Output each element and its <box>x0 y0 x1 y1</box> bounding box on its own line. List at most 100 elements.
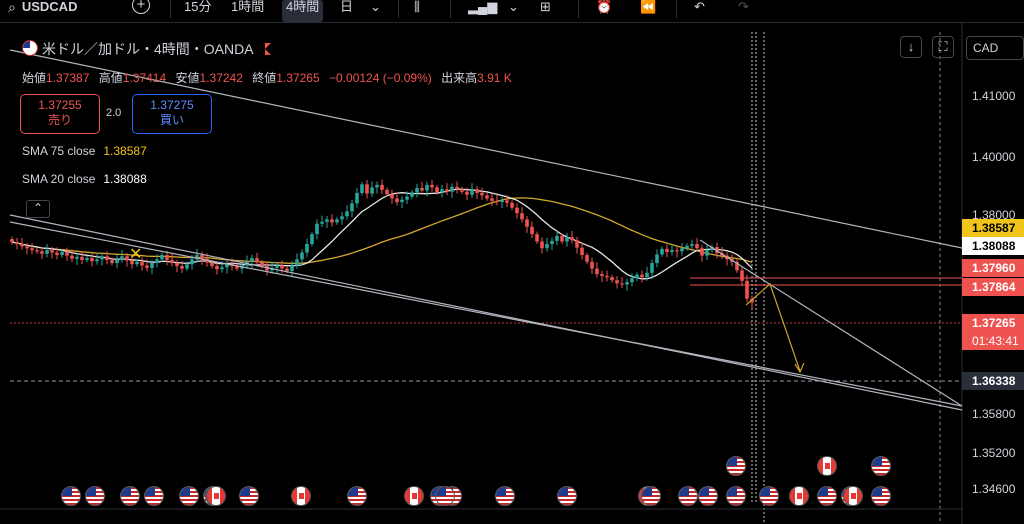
chevron-down-icon[interactable]: ⌄ <box>370 0 381 14</box>
candle-body <box>315 223 319 235</box>
buy-button[interactable]: 1.37275 買い <box>132 94 212 134</box>
us-event-flag-icon[interactable] <box>557 486 577 506</box>
us-event-flag-icon[interactable] <box>120 486 140 506</box>
fullscreen-button[interactable]: ⛶ <box>932 36 954 58</box>
candle-body <box>220 267 224 270</box>
us-event-flag-icon[interactable] <box>179 486 199 506</box>
candle-body <box>630 278 634 283</box>
us-event-flag-icon[interactable] <box>641 486 661 506</box>
change-value: −0.00124 (−0.09%) <box>329 71 432 85</box>
candle-body <box>140 261 144 266</box>
us-event-flag-icon[interactable] <box>817 486 837 506</box>
symbol-search[interactable]: ⌕ USDCAD <box>8 0 77 22</box>
candle-style-icon[interactable]: ⫼ <box>414 0 420 14</box>
candle-body <box>285 268 289 272</box>
candle-body <box>175 263 179 267</box>
countdown-label: 01:43:41 <box>962 332 1024 350</box>
currency-button[interactable]: CAD <box>966 36 1024 60</box>
ca-event-flag-icon[interactable] <box>404 486 424 506</box>
alert-add-icon[interactable]: ⏰ <box>596 0 613 14</box>
candle-body <box>305 243 309 253</box>
us-event-flag-icon[interactable] <box>239 486 259 506</box>
candle-body <box>680 248 684 252</box>
ca-event-flag-icon[interactable] <box>789 486 809 506</box>
price-chart[interactable]: ✕ <box>0 22 1024 524</box>
replay-icon[interactable]: ⏪ <box>640 0 657 14</box>
us-event-flag-icon[interactable] <box>435 486 455 506</box>
candle-body <box>390 194 394 199</box>
us-event-flag-icon[interactable] <box>698 486 718 506</box>
indicators-icon[interactable]: ▂▄▆ <box>468 0 498 14</box>
candle-body <box>475 189 479 193</box>
ca-event-flag-icon[interactable] <box>206 486 226 506</box>
us-event-flag-icon[interactable] <box>61 486 81 506</box>
candle-body <box>445 189 449 192</box>
sell-button[interactable]: 1.37255 売り <box>20 94 100 134</box>
us-event-flag-icon[interactable] <box>726 486 746 506</box>
candle-body <box>80 256 84 260</box>
spread-value: 2.0 <box>106 107 122 119</box>
candle-body <box>480 192 484 196</box>
candle-body <box>145 265 149 268</box>
lower-trendline-2 <box>9 221 963 407</box>
candle-body <box>465 191 469 195</box>
redo-icon[interactable]: ↷ <box>738 0 749 14</box>
candle-body <box>135 261 139 265</box>
ca-event-flag-icon[interactable] <box>291 486 311 506</box>
candle-body <box>100 256 104 260</box>
candle-body <box>455 186 459 190</box>
candle-body <box>440 189 444 193</box>
candle-body <box>420 188 424 191</box>
us-event-flag-icon[interactable] <box>495 486 515 506</box>
candle-body <box>110 259 114 264</box>
candle-body <box>460 189 464 192</box>
buy-label: 買い <box>159 113 184 127</box>
chart-legend-title: 米ドル／加ドル・4時間・OANDA <box>22 39 271 59</box>
candle-body <box>695 243 699 249</box>
us-event-flag-icon[interactable] <box>347 486 367 506</box>
layout-grid-icon[interactable]: ⊞ <box>540 0 551 14</box>
chart-area[interactable]: ✕ 米ドル／加ドル・4時間・OANDA 始値1.37387 高値1.37414 … <box>0 22 1024 524</box>
timeframe-15m[interactable]: 15分 <box>184 0 212 14</box>
candle-body <box>750 298 754 303</box>
high-value: 1.37414 <box>122 71 167 85</box>
ca-event-flag-icon[interactable] <box>817 456 837 476</box>
toolbar-separator <box>676 0 677 18</box>
candle-body <box>320 221 324 224</box>
chart-title: 米ドル／加ドル・4時間・OANDA <box>42 41 253 57</box>
add-icon: + <box>132 0 150 14</box>
resistance-high-label: 1.37960 <box>962 259 1024 277</box>
candle-body <box>665 248 669 252</box>
candle-body <box>705 250 709 256</box>
candle-body <box>190 259 194 265</box>
candle-body <box>375 184 379 188</box>
sma20-legend[interactable]: SMA 20 close 1.38088 <box>22 172 147 186</box>
candle-body <box>520 213 524 220</box>
candle-body <box>545 243 549 249</box>
sma20-line <box>11 188 753 280</box>
us-event-flag-icon[interactable] <box>85 486 105 506</box>
timeframe-4h[interactable]: 4時間 <box>282 0 324 22</box>
us-event-flag-icon[interactable] <box>678 486 698 506</box>
candle-body <box>335 219 339 223</box>
timeframe-1d[interactable]: 日 <box>340 0 354 14</box>
candle-body <box>700 248 704 256</box>
us-event-flag-icon[interactable] <box>759 486 779 506</box>
collapse-legend-button[interactable]: ⌃ <box>26 200 50 218</box>
us-event-flag-icon[interactable] <box>871 456 891 476</box>
candle-body <box>185 264 189 269</box>
undo-icon[interactable]: ↶ <box>694 0 705 14</box>
us-event-flag-icon[interactable] <box>726 456 746 476</box>
add-symbol-button[interactable]: + <box>132 0 150 22</box>
sell-price: 1.37255 <box>38 98 82 112</box>
ca-event-flag-icon[interactable] <box>843 486 863 506</box>
us-event-flag-icon[interactable] <box>871 486 891 506</box>
chevron-down-icon[interactable]: ⌄ <box>508 0 519 14</box>
us-event-flag-icon[interactable] <box>144 486 164 506</box>
timeframe-1h[interactable]: 1時間 <box>231 0 265 14</box>
scale-down-button[interactable]: ↓ <box>900 36 922 58</box>
candle-body <box>250 258 254 262</box>
candle-body <box>595 268 599 275</box>
sma75-legend[interactable]: SMA 75 close 1.38587 <box>22 144 147 158</box>
candle-body <box>70 255 74 259</box>
